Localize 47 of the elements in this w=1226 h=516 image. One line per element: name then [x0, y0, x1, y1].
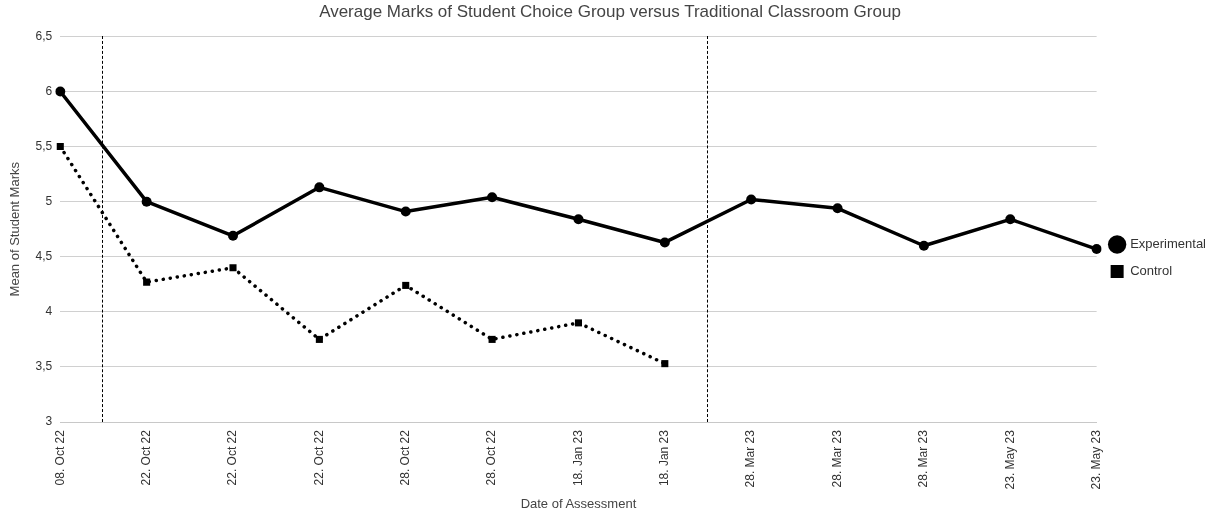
x-tick-label: 28. Mar 23	[829, 429, 844, 488]
x-tick-label: 22. Oct 22	[311, 429, 326, 486]
point	[488, 335, 496, 343]
point	[314, 182, 325, 193]
point	[746, 194, 757, 205]
point	[400, 206, 411, 217]
point	[55, 86, 66, 97]
chart-title: Average Marks of Student Choice Group versus Traditional Classroom Group	[319, 1, 901, 21]
y-tick-label: 3	[45, 414, 53, 429]
x-tick-label: 22. Oct 22	[225, 429, 240, 486]
y-tick-label: 4,5	[35, 249, 53, 264]
point	[918, 240, 929, 251]
legend-label: Experimental	[1130, 236, 1207, 252]
point	[661, 360, 669, 368]
x-tick-label: 23. May 23	[1002, 429, 1017, 490]
x-tick-label: 28. Mar 23	[916, 429, 931, 488]
y-tick-label: 4	[45, 304, 53, 319]
point	[141, 196, 152, 207]
x-tick-label: 28. Oct 22	[484, 429, 499, 486]
y-tick-label: 5,5	[35, 138, 53, 153]
x-tick-label: 18. Jan 23	[657, 429, 672, 487]
y-tick-label: 5	[45, 193, 53, 208]
point	[143, 278, 151, 286]
point	[229, 264, 237, 272]
x-tick-label: 08. Oct 22	[52, 429, 67, 486]
point	[228, 230, 239, 241]
point	[487, 192, 498, 203]
x-tick-label: 28. Oct 22	[398, 429, 413, 486]
point	[56, 143, 64, 151]
y-tick-label: 6,5	[35, 28, 53, 43]
point	[315, 335, 323, 343]
point	[574, 319, 582, 327]
x-axis-title: Date of Assessment	[520, 495, 637, 511]
point	[402, 281, 410, 289]
legend-label: Control	[1130, 263, 1173, 279]
y-tick-label: 3,5	[35, 359, 53, 374]
y-axis-title: Mean of Student Marks	[7, 161, 23, 297]
x-tick-label: 22. Oct 22	[138, 429, 153, 486]
point	[659, 237, 670, 248]
x-tick-label: 23. May 23	[1088, 429, 1103, 490]
y-tick-label: 6	[45, 83, 53, 98]
point	[832, 203, 843, 214]
point	[1091, 244, 1102, 255]
point	[1005, 214, 1016, 225]
point	[573, 214, 584, 225]
x-tick-label: 28. Mar 23	[743, 429, 758, 488]
x-tick-label: 18. Jan 23	[570, 429, 585, 487]
